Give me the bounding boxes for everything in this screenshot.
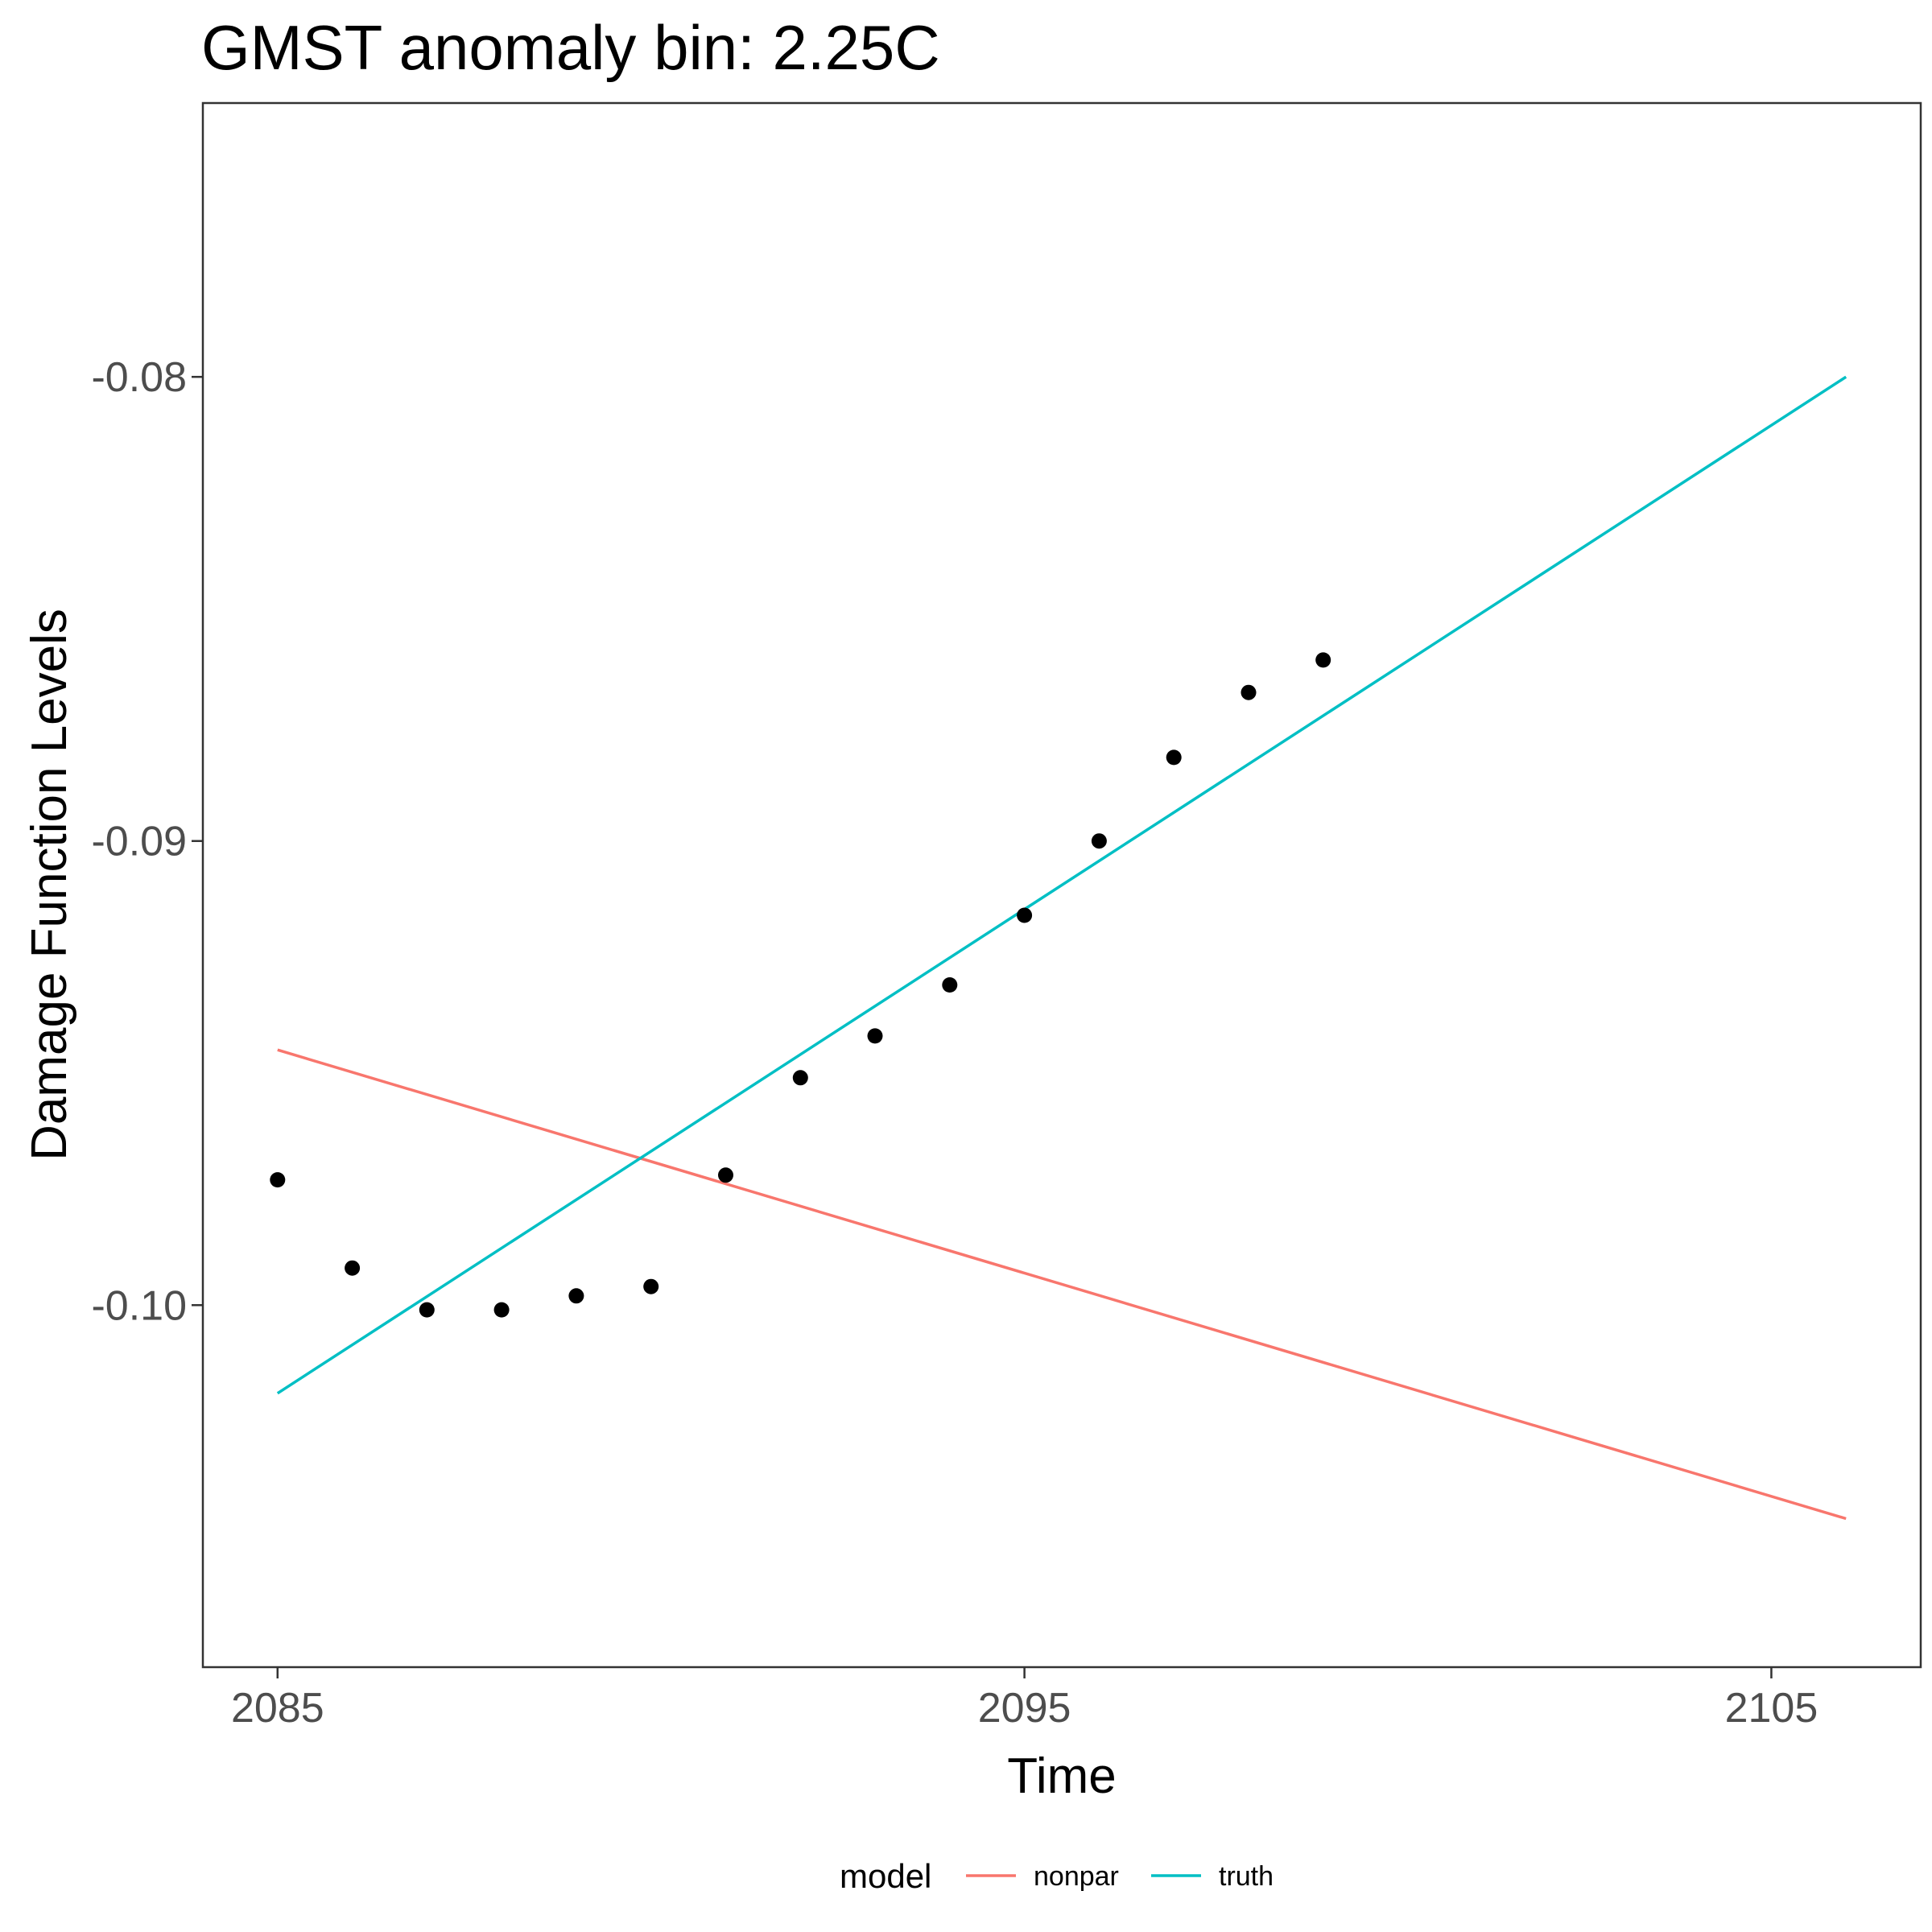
y-tick-label: -0.09 — [91, 819, 187, 865]
data-point — [1091, 833, 1107, 849]
legend-label-truth: truth — [1219, 1861, 1274, 1892]
data-point — [867, 1028, 883, 1044]
y-tick-label: -0.10 — [91, 1282, 187, 1329]
data-point — [942, 977, 958, 993]
data-point — [718, 1167, 733, 1183]
legend-label-nonpar: nonpar — [1034, 1861, 1119, 1892]
data-point — [568, 1288, 584, 1304]
x-tick-label: 2095 — [978, 1685, 1071, 1732]
data-point — [1315, 652, 1331, 668]
chart-title: GMST anomaly bin: 2.25C — [201, 12, 940, 83]
data-point — [493, 1302, 510, 1318]
data-point — [1166, 749, 1182, 766]
data-point — [1017, 907, 1033, 923]
data-point — [270, 1172, 286, 1188]
x-tick-label: 2085 — [231, 1685, 324, 1732]
legend-title: model — [840, 1857, 931, 1895]
series-line-nonpar — [277, 1048, 1847, 1521]
y-axis: -0.08 -0.09 -0.10 — [91, 354, 203, 1329]
series-line-truth — [276, 375, 1847, 1395]
data-points — [270, 652, 1331, 1318]
data-point — [345, 1260, 361, 1276]
x-tick-label: 2105 — [1725, 1685, 1818, 1732]
legend: model nonpar truth — [840, 1857, 1274, 1895]
x-axis-title: Time — [1007, 1748, 1116, 1804]
data-point — [419, 1302, 435, 1318]
data-point — [643, 1278, 659, 1294]
data-point — [792, 1070, 808, 1086]
series-lines — [276, 375, 1847, 1521]
y-tick-label: -0.08 — [91, 354, 187, 401]
x-axis: 2085 2095 2105 — [231, 1667, 1818, 1732]
y-axis-title: Damage Function Levels — [22, 609, 77, 1161]
data-point — [1241, 684, 1257, 700]
